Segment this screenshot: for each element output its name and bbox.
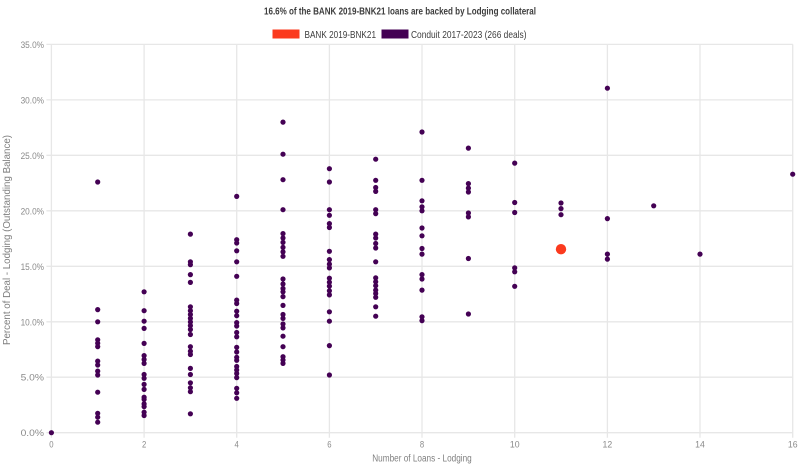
svg-text:Conduit 2017-2023 (266 deals): Conduit 2017-2023 (266 deals) <box>411 29 527 41</box>
svg-text:10: 10 <box>510 440 520 451</box>
svg-text:30.0%: 30.0% <box>21 95 45 106</box>
svg-text:4: 4 <box>235 440 239 451</box>
svg-text:BANK 2019-BNK21: BANK 2019-BNK21 <box>305 29 377 41</box>
svg-text:2: 2 <box>142 440 146 451</box>
svg-text:14: 14 <box>695 440 705 451</box>
svg-text:0: 0 <box>49 440 53 451</box>
svg-text:25.0%: 25.0% <box>21 151 45 162</box>
svg-text:12: 12 <box>603 440 613 451</box>
svg-text:15.0%: 15.0% <box>21 262 45 273</box>
svg-text:0.0%: 0.0% <box>21 428 45 439</box>
svg-text:35.0%: 35.0% <box>21 40 45 51</box>
svg-text:Number of Loans - Lodging: Number of Loans - Lodging <box>372 454 472 465</box>
svg-text:6: 6 <box>327 440 331 451</box>
svg-text:20.0%: 20.0% <box>21 206 45 217</box>
svg-text:16.6% of the BANK 2019-BNK21 l: 16.6% of the BANK 2019-BNK21 loans are b… <box>264 6 536 18</box>
svg-text:Percent of Deal - Lodging (Out: Percent of Deal - Lodging (Outstanding B… <box>2 135 13 345</box>
svg-text:8: 8 <box>420 440 424 451</box>
svg-text:5.0%: 5.0% <box>21 373 45 384</box>
svg-text:10.0%: 10.0% <box>21 317 45 328</box>
svg-text:16: 16 <box>788 440 798 451</box>
